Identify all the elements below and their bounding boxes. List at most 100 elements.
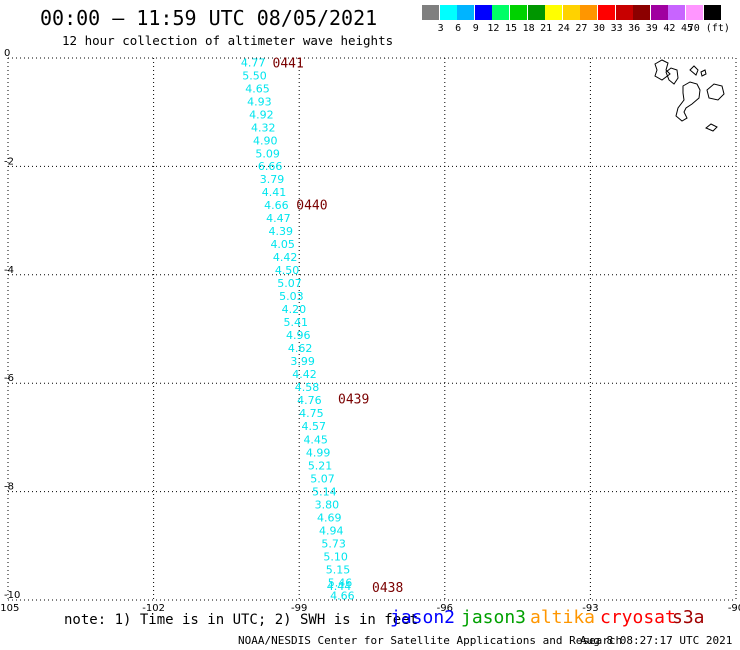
- credit-line: NOAA/NESDIS Center for Satellite Applica…: [238, 634, 623, 647]
- color-swatch: [510, 5, 527, 20]
- y-tick-label: -8: [4, 482, 14, 493]
- x-tick-label: -93: [582, 603, 598, 614]
- color-legend-label: 33: [610, 23, 623, 34]
- altimeter-track: 4.775.504.654.934.924.324.905.096.663.79…: [241, 56, 355, 602]
- units-note: note: 1) Time is in UTC; 2) SWH is in fe…: [64, 612, 419, 628]
- wave-height-value: 4.50: [275, 264, 300, 277]
- color-legend-label: 30: [592, 23, 606, 34]
- color-legend-label: 24: [557, 23, 570, 34]
- color-swatch: [598, 5, 615, 20]
- coast-segment: [689, 65, 699, 76]
- satellite-name: jason3: [461, 607, 527, 628]
- wave-height-value: 4.05: [270, 238, 295, 251]
- wave-height-value: 4.41: [262, 186, 287, 199]
- wave-height-value: 5.41: [284, 316, 309, 329]
- wave-height-value: 5.21: [308, 460, 333, 473]
- wave-height-value: 5.46: [328, 577, 353, 590]
- color-swatch: [703, 5, 721, 20]
- color-legend-label: 18: [522, 23, 535, 34]
- color-swatch: [668, 5, 686, 20]
- color-swatch: [562, 5, 580, 20]
- wave-height-value: 3.99: [290, 355, 315, 368]
- coast-segment: [705, 123, 718, 132]
- color-legend-label: 45: [680, 23, 694, 34]
- wave-height-value: 4.66: [330, 590, 355, 603]
- wave-height-value: 4.32: [251, 121, 276, 134]
- color-legend-label: 42: [663, 23, 676, 34]
- color-legend-label: 3: [437, 23, 444, 34]
- wave-height-value: 4.66: [264, 199, 289, 212]
- x-tick-label: -99: [291, 603, 307, 614]
- axis-ticks: -105 -102 -99 -96 -93 -90 0 -2 -4 -6 -8 -10: [0, 48, 740, 614]
- color-swatch: [439, 5, 457, 20]
- color-legend-label: 15: [504, 23, 518, 34]
- wave-height-value: 5.50: [242, 69, 267, 82]
- wave-height-value: 4.44: [327, 580, 352, 593]
- color-swatch: [457, 5, 475, 20]
- coast-segment: [654, 59, 671, 81]
- color-legend-label: 27: [575, 23, 588, 34]
- wave-height-value: 4.47: [266, 212, 291, 225]
- coast-segment: [706, 83, 725, 101]
- color-swatch: [422, 5, 439, 20]
- coast-segment: [665, 67, 679, 85]
- wave-height-value: 5.15: [326, 564, 351, 577]
- satellite-name: s3a: [672, 607, 705, 628]
- wave-height-value: 5.09: [255, 147, 280, 160]
- coast-segment: [700, 69, 707, 77]
- pass-time-label: 0438: [372, 581, 403, 596]
- wave-height-value: 5.07: [310, 473, 335, 486]
- pass-time-label: 0439: [338, 392, 369, 407]
- wave-height-value: 4.90: [253, 134, 278, 147]
- pass-time-label: 0440: [296, 198, 327, 213]
- coast-segment: [675, 81, 701, 122]
- satellite-name: cryosat: [600, 607, 676, 628]
- wave-height-value: 4.58: [295, 381, 320, 394]
- color-legend-label: 39: [645, 23, 658, 34]
- color-legend-label: 70 (ft): [687, 23, 730, 34]
- wave-height-value: 5.03: [279, 290, 304, 303]
- galapagos-coastline: [654, 59, 725, 132]
- satellite-name: altika: [530, 607, 596, 628]
- x-tick-label: -90: [728, 603, 740, 614]
- color-legend-label: 12: [487, 23, 500, 34]
- wave-height-value: 4.99: [306, 447, 331, 460]
- wave-height-value: 3.79: [260, 173, 285, 186]
- pass-time-label: 0441: [273, 56, 304, 71]
- generation-timestamp: Aug 8 08:27:17 UTC 2021: [580, 634, 733, 647]
- y-tick-label: -4: [4, 265, 14, 276]
- wave-height-value: 4.93: [247, 95, 272, 108]
- wave-height-value: 4.42: [273, 251, 298, 264]
- wave-height-value: 4.94: [319, 525, 344, 538]
- y-tick-label: -6: [4, 373, 14, 384]
- wave-height-value: 4.69: [317, 512, 342, 525]
- color-swatch: [686, 5, 703, 20]
- color-legend-label: 9: [472, 23, 479, 34]
- wave-height-value: 4.62: [288, 342, 313, 355]
- color-swatch: [545, 5, 563, 20]
- wave-height-value: 5.07: [277, 277, 302, 290]
- wave-height-value: 5.10: [323, 551, 348, 564]
- wave-height-value: 4.65: [245, 82, 270, 95]
- x-tick-label: -105: [0, 603, 19, 614]
- wave-height-value: 6.66: [258, 160, 283, 173]
- color-legend-label: 6: [455, 23, 462, 34]
- wave-height-value: 4.92: [249, 108, 274, 121]
- chart-subtitle: 12 hour collection of altimeter wave hei…: [62, 33, 394, 48]
- wave-height-value: 4.20: [282, 303, 307, 316]
- color-swatch: [615, 5, 633, 20]
- color-swatch: [492, 5, 510, 20]
- wave-height-value: 5.73: [321, 538, 346, 551]
- color-swatch: [633, 5, 651, 20]
- y-tick-label: -2: [4, 156, 14, 167]
- color-swatch: [474, 5, 492, 20]
- wave-height-value: 4.77: [241, 56, 266, 69]
- satellite-name: jason2: [390, 607, 456, 628]
- wave-height-value: 4.45: [303, 434, 328, 447]
- color-legend-label: 21: [540, 23, 553, 34]
- x-tick-label: -96: [437, 603, 453, 614]
- wave-height-value: 4.96: [286, 329, 311, 342]
- time-labels: 0441 0440 0439 0438: [273, 56, 404, 596]
- color-swatch: [650, 5, 668, 20]
